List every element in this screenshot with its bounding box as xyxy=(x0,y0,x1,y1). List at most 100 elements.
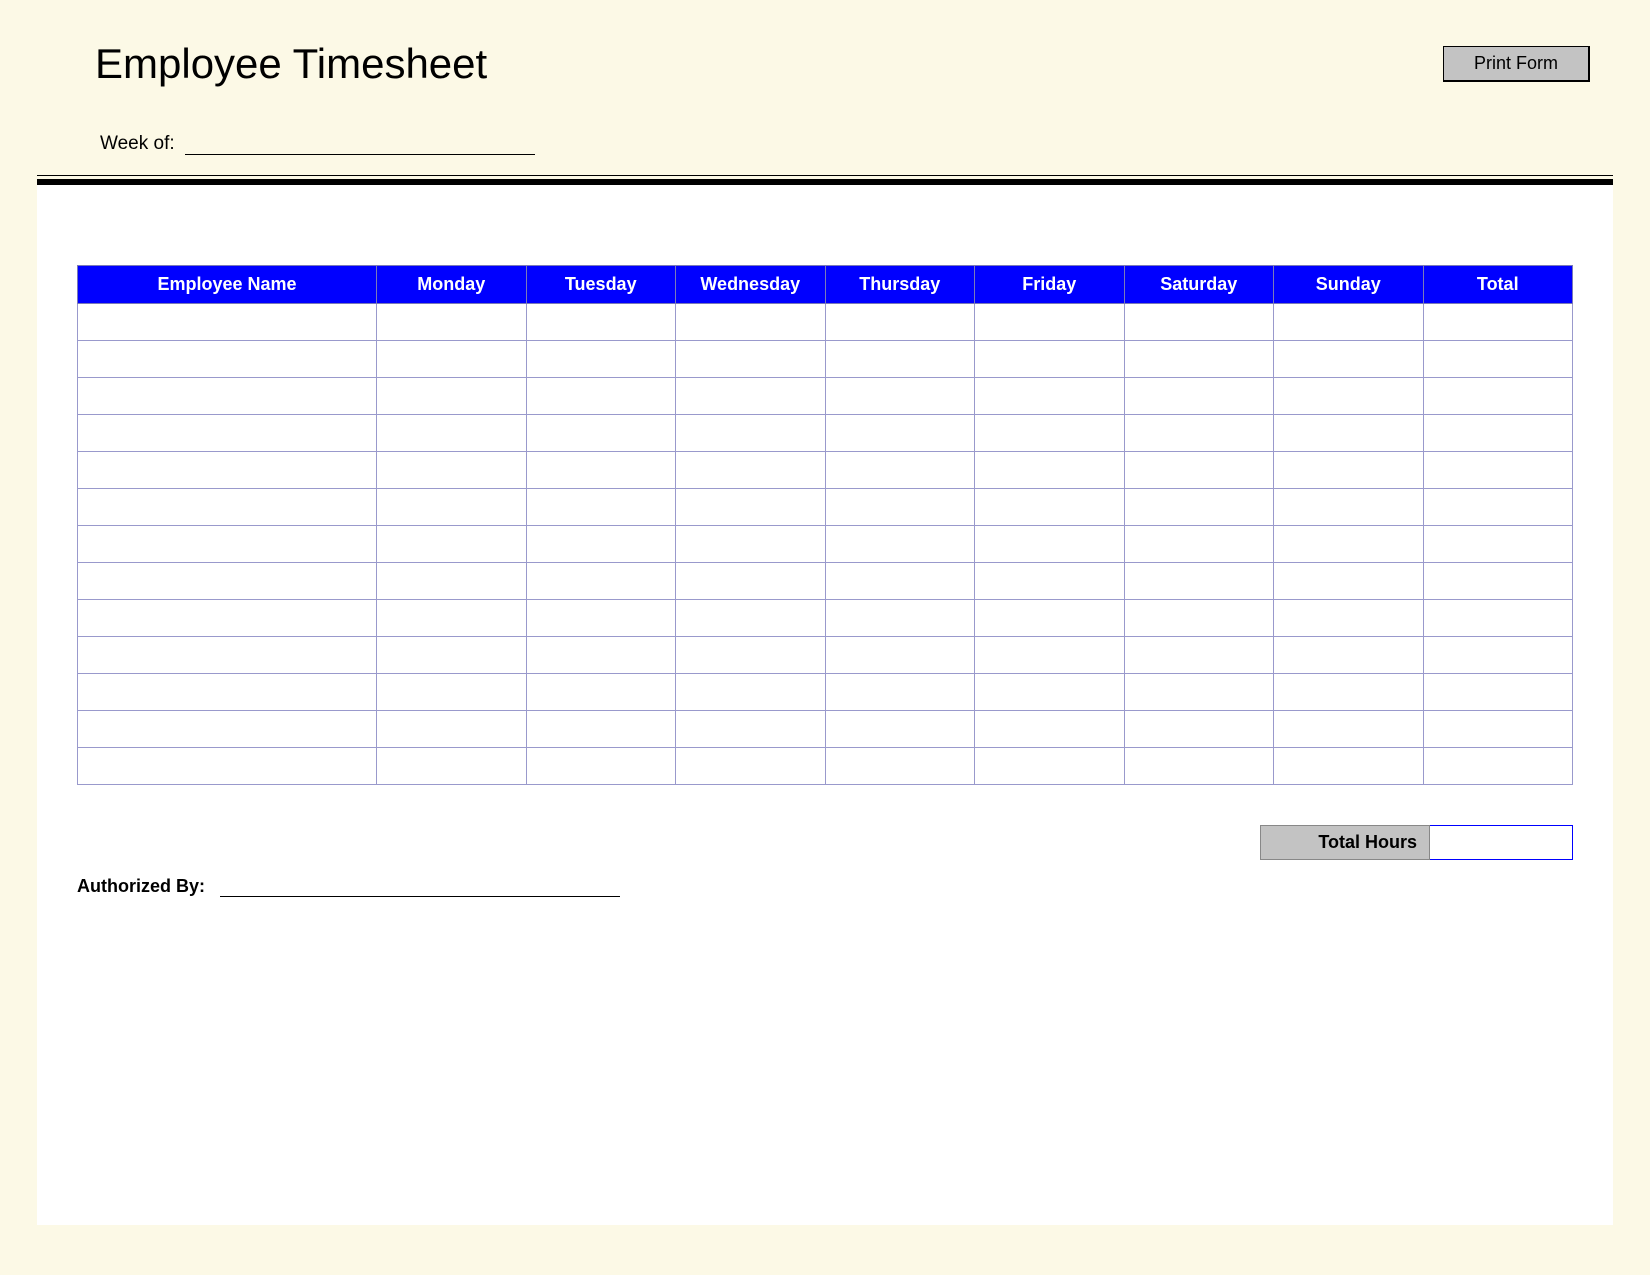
table-cell[interactable] xyxy=(676,600,826,637)
table-cell[interactable] xyxy=(78,526,377,563)
table-cell[interactable] xyxy=(1423,711,1573,748)
table-cell[interactable] xyxy=(526,526,676,563)
table-cell[interactable] xyxy=(377,489,527,526)
table-cell[interactable] xyxy=(78,452,377,489)
table-cell[interactable] xyxy=(526,637,676,674)
table-cell[interactable] xyxy=(1274,674,1424,711)
table-cell[interactable] xyxy=(676,674,826,711)
table-cell[interactable] xyxy=(975,711,1125,748)
table-cell[interactable] xyxy=(975,600,1125,637)
table-cell[interactable] xyxy=(1124,489,1274,526)
table-cell[interactable] xyxy=(975,378,1125,415)
table-cell[interactable] xyxy=(78,378,377,415)
table-cell[interactable] xyxy=(825,637,975,674)
table-cell[interactable] xyxy=(975,452,1125,489)
table-cell[interactable] xyxy=(1124,711,1274,748)
table-cell[interactable] xyxy=(377,748,527,785)
table-cell[interactable] xyxy=(1423,526,1573,563)
table-cell[interactable] xyxy=(377,378,527,415)
table-cell[interactable] xyxy=(1423,748,1573,785)
table-cell[interactable] xyxy=(1274,600,1424,637)
table-cell[interactable] xyxy=(1423,489,1573,526)
table-cell[interactable] xyxy=(526,489,676,526)
table-cell[interactable] xyxy=(526,378,676,415)
table-cell[interactable] xyxy=(825,378,975,415)
table-cell[interactable] xyxy=(1124,637,1274,674)
table-cell[interactable] xyxy=(1124,526,1274,563)
table-cell[interactable] xyxy=(825,452,975,489)
table-cell[interactable] xyxy=(1274,711,1424,748)
table-cell[interactable] xyxy=(1423,563,1573,600)
table-cell[interactable] xyxy=(78,711,377,748)
table-cell[interactable] xyxy=(526,563,676,600)
table-cell[interactable] xyxy=(676,341,826,378)
table-cell[interactable] xyxy=(1274,378,1424,415)
table-cell[interactable] xyxy=(825,304,975,341)
table-cell[interactable] xyxy=(676,637,826,674)
table-cell[interactable] xyxy=(975,674,1125,711)
table-cell[interactable] xyxy=(78,304,377,341)
table-cell[interactable] xyxy=(1423,415,1573,452)
table-cell[interactable] xyxy=(825,748,975,785)
authorized-by-input[interactable] xyxy=(220,875,620,897)
table-cell[interactable] xyxy=(825,600,975,637)
table-cell[interactable] xyxy=(676,452,826,489)
table-cell[interactable] xyxy=(676,415,826,452)
table-cell[interactable] xyxy=(676,304,826,341)
table-cell[interactable] xyxy=(1124,748,1274,785)
table-cell[interactable] xyxy=(78,600,377,637)
table-cell[interactable] xyxy=(1274,748,1424,785)
table-cell[interactable] xyxy=(1274,452,1424,489)
table-cell[interactable] xyxy=(1274,526,1424,563)
table-cell[interactable] xyxy=(1423,304,1573,341)
table-cell[interactable] xyxy=(1423,674,1573,711)
table-cell[interactable] xyxy=(78,563,377,600)
table-cell[interactable] xyxy=(377,711,527,748)
table-cell[interactable] xyxy=(1124,600,1274,637)
table-cell[interactable] xyxy=(676,563,826,600)
table-cell[interactable] xyxy=(825,674,975,711)
table-cell[interactable] xyxy=(377,526,527,563)
table-cell[interactable] xyxy=(825,526,975,563)
table-cell[interactable] xyxy=(377,415,527,452)
table-cell[interactable] xyxy=(975,415,1125,452)
table-cell[interactable] xyxy=(377,600,527,637)
table-cell[interactable] xyxy=(526,304,676,341)
print-form-button[interactable]: Print Form xyxy=(1443,46,1590,82)
table-cell[interactable] xyxy=(1124,674,1274,711)
table-cell[interactable] xyxy=(1124,304,1274,341)
table-cell[interactable] xyxy=(975,341,1125,378)
table-cell[interactable] xyxy=(1423,378,1573,415)
table-cell[interactable] xyxy=(825,489,975,526)
table-cell[interactable] xyxy=(78,341,377,378)
table-cell[interactable] xyxy=(1274,563,1424,600)
table-cell[interactable] xyxy=(1124,378,1274,415)
table-cell[interactable] xyxy=(1423,452,1573,489)
table-cell[interactable] xyxy=(825,415,975,452)
table-cell[interactable] xyxy=(526,674,676,711)
table-cell[interactable] xyxy=(1274,304,1424,341)
table-cell[interactable] xyxy=(676,748,826,785)
table-cell[interactable] xyxy=(78,637,377,674)
table-cell[interactable] xyxy=(78,748,377,785)
table-cell[interactable] xyxy=(78,489,377,526)
table-cell[interactable] xyxy=(825,711,975,748)
table-cell[interactable] xyxy=(825,563,975,600)
table-cell[interactable] xyxy=(825,341,975,378)
table-cell[interactable] xyxy=(676,526,826,563)
table-cell[interactable] xyxy=(526,748,676,785)
table-cell[interactable] xyxy=(526,341,676,378)
table-cell[interactable] xyxy=(526,600,676,637)
table-cell[interactable] xyxy=(526,415,676,452)
table-cell[interactable] xyxy=(377,637,527,674)
table-cell[interactable] xyxy=(1423,600,1573,637)
table-cell[interactable] xyxy=(78,415,377,452)
table-cell[interactable] xyxy=(1124,341,1274,378)
week-of-input[interactable] xyxy=(185,133,535,155)
table-cell[interactable] xyxy=(676,711,826,748)
table-cell[interactable] xyxy=(78,674,377,711)
table-cell[interactable] xyxy=(975,563,1125,600)
table-cell[interactable] xyxy=(526,452,676,489)
table-cell[interactable] xyxy=(1124,415,1274,452)
table-cell[interactable] xyxy=(676,378,826,415)
